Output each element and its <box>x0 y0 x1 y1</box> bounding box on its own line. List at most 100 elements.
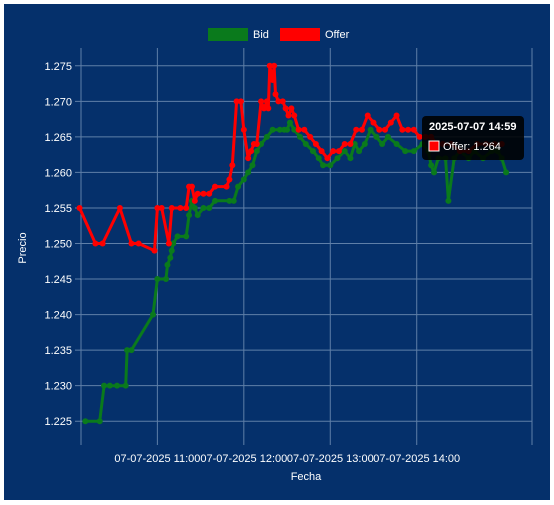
data-point-bid <box>194 212 201 219</box>
y-tick-label: 1.255 <box>44 203 72 215</box>
data-point-offer <box>347 140 354 147</box>
data-point-bid <box>150 311 157 318</box>
data-point-bid <box>269 126 276 133</box>
y-tick-label: 1.265 <box>44 132 72 144</box>
legend-label: Bid <box>253 29 269 41</box>
x-tick-label: 07-07-2025 12:00 <box>200 453 287 465</box>
data-point-bid <box>315 155 322 162</box>
data-point-offer <box>151 247 158 254</box>
legend: Bid Offer <box>208 28 350 41</box>
data-point-bid <box>101 382 108 389</box>
data-point-offer <box>245 155 252 162</box>
data-point-offer <box>223 183 230 190</box>
data-point-offer <box>370 119 377 126</box>
data-point-offer <box>295 126 302 133</box>
data-point-bid <box>253 148 260 155</box>
data-point-bid <box>351 140 358 147</box>
data-point-offer <box>165 240 172 247</box>
data-point-offer <box>260 105 267 112</box>
data-point-offer <box>269 76 276 83</box>
data-point-offer <box>393 112 400 119</box>
data-point-offer <box>399 126 406 133</box>
data-point-bid <box>249 162 256 169</box>
data-point-bid <box>200 204 207 211</box>
legend-swatch <box>280 28 320 41</box>
data-point-bid <box>393 140 400 147</box>
data-point-bid <box>170 240 177 247</box>
data-point-offer <box>233 98 240 105</box>
y-tick-label: 1.235 <box>44 345 72 357</box>
data-point-offer <box>183 204 190 211</box>
data-point-offer <box>272 91 279 98</box>
x-tick-label: 07-07-2025 14:00 <box>373 453 460 465</box>
data-point-bid <box>167 254 174 261</box>
grid-lines <box>75 48 533 445</box>
data-point-bid <box>402 148 409 155</box>
y-tick-label: 1.270 <box>44 96 72 108</box>
price-chart: 1.225 1.230 1.235 1.240 1.245 1.250 1.255 1.260… <box>4 4 550 500</box>
data-point-offer <box>382 126 389 133</box>
data-point-offer <box>237 98 244 105</box>
tooltip-box <box>422 116 524 160</box>
data-point-offer <box>154 204 161 211</box>
data-point-offer <box>200 190 207 197</box>
data-point-bid <box>428 162 435 169</box>
data-point-offer <box>76 204 83 211</box>
legend-label: Offer <box>325 29 350 41</box>
data-point-bid <box>154 276 161 283</box>
tooltip-swatch <box>428 140 440 152</box>
data-point-bid <box>373 133 380 140</box>
data-point-bid <box>341 148 348 155</box>
data-point-bid <box>230 197 237 204</box>
data-point-offer <box>301 126 308 133</box>
data-point-offer <box>191 197 198 204</box>
data-point-offer <box>285 112 292 119</box>
data-point-bid <box>334 155 341 162</box>
data-point-offer <box>253 140 260 147</box>
data-point-offer <box>168 204 175 211</box>
data-point-offer <box>341 140 348 147</box>
data-point-offer <box>279 98 286 105</box>
data-point-bid <box>82 418 89 425</box>
y-tick-label: 1.225 <box>44 416 72 428</box>
data-point-bid <box>124 347 131 354</box>
data-point-offer <box>226 176 233 183</box>
data-point-bid <box>410 148 417 155</box>
y-tick-label: 1.260 <box>44 167 72 179</box>
data-point-bid <box>226 197 233 204</box>
y-tick-label: 1.245 <box>44 274 72 286</box>
tooltip-title: 2025-07-07 14:59 <box>429 121 516 133</box>
data-point-offer <box>99 240 106 247</box>
data-point-offer <box>116 204 123 211</box>
data-point-offer <box>135 240 142 247</box>
data-point-bid <box>302 140 309 147</box>
data-point-bid <box>327 162 334 169</box>
data-point-offer <box>282 105 289 112</box>
data-point-offer <box>324 155 331 162</box>
data-point-bid <box>212 197 219 204</box>
data-point-bid <box>431 169 438 176</box>
data-point-offer <box>335 148 342 155</box>
data-point-bid <box>191 204 198 211</box>
y-axis: 1.225 1.230 1.235 1.240 1.245 1.250 1.255 1.260… <box>44 61 72 428</box>
data-point-bid <box>356 148 363 155</box>
data-point-bid <box>361 140 368 147</box>
data-point-bid <box>114 382 121 389</box>
data-point-bid <box>284 126 291 133</box>
data-point-offer <box>330 148 337 155</box>
data-point-offer <box>291 112 298 119</box>
data-point-bid <box>128 347 135 354</box>
data-point-bid <box>286 119 293 126</box>
data-point-bid <box>347 155 354 162</box>
data-point-offer <box>416 133 423 140</box>
data-point-bid <box>258 140 265 147</box>
data-point-bid <box>367 126 374 133</box>
data-point-bid <box>503 169 510 176</box>
data-point-bid <box>291 126 298 133</box>
data-point-offer <box>266 62 273 69</box>
data-point-bid <box>276 126 283 133</box>
data-point-bid <box>106 382 113 389</box>
data-point-offer <box>288 105 295 112</box>
data-point-offer <box>188 183 195 190</box>
y-tick-label: 1.230 <box>44 381 72 393</box>
